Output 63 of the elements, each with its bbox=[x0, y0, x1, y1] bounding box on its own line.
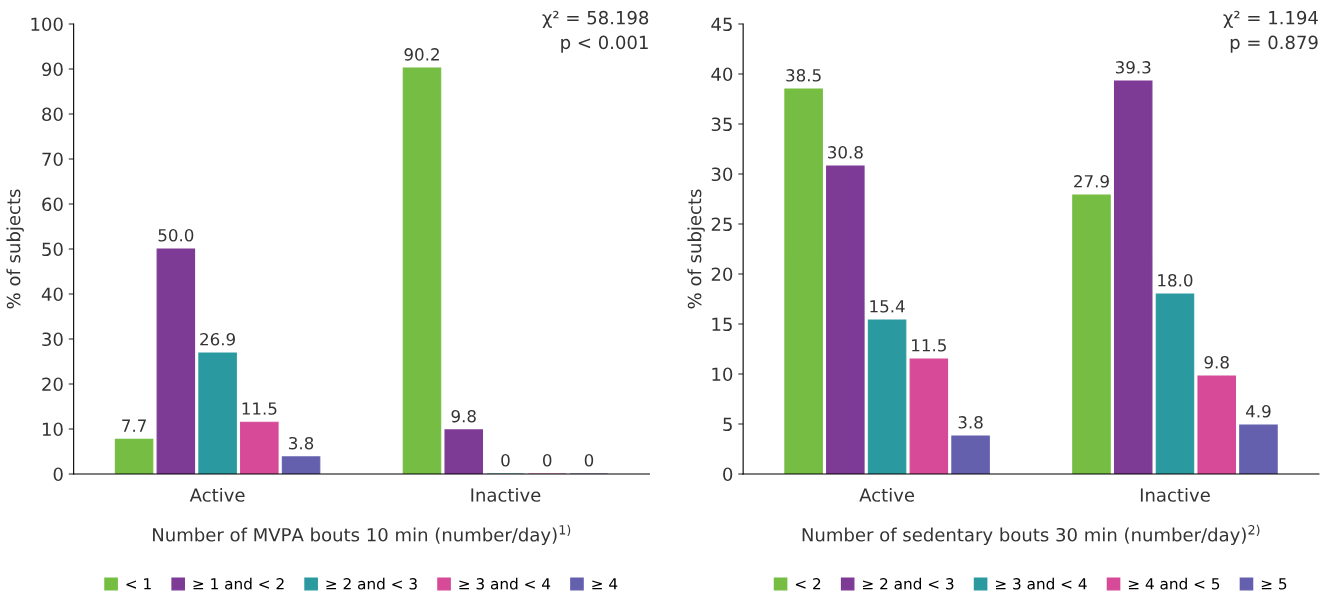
annotation: p = 0.879 bbox=[1230, 35, 1318, 53]
x-tick-label: Inactive bbox=[1140, 487, 1210, 502]
data-label: 18.0 bbox=[1158, 274, 1193, 287]
annotation: p < 0.001 bbox=[561, 35, 648, 53]
data-label: 0 bbox=[543, 454, 552, 467]
y-tick-label: 25 bbox=[711, 217, 732, 232]
legend-label: ≥ 4 bbox=[592, 578, 618, 590]
data-label: 9.8 bbox=[451, 409, 476, 423]
x-tick-label: Inactive bbox=[471, 487, 541, 502]
y-tick-label: 50 bbox=[42, 242, 63, 257]
data-label: 27.9 bbox=[1074, 175, 1109, 188]
legend-label: ≥ 4 and < 5 bbox=[1128, 577, 1220, 590]
data-label: 11.5 bbox=[912, 339, 946, 352]
y-tick-label: 15 bbox=[712, 317, 732, 332]
data-label: 7.7 bbox=[122, 419, 146, 432]
x-tick-label: Active bbox=[189, 487, 245, 502]
y-tick-label: 60 bbox=[42, 197, 63, 212]
y-tick-label: 30 bbox=[711, 167, 733, 182]
data-label: 38.5 bbox=[786, 69, 821, 82]
legend-label: < 1 bbox=[126, 578, 151, 590]
data-label: 4.9 bbox=[1246, 405, 1271, 418]
data-label: 30.8 bbox=[828, 146, 863, 159]
data-label: 3.8 bbox=[958, 416, 983, 429]
y-tick-label: 20 bbox=[42, 377, 63, 392]
y-tick-label: 35 bbox=[711, 117, 732, 132]
x-axis-title: Number of sedentary bouts 30 min (number/day)$^{2)}$ bbox=[802, 524, 1260, 546]
data-label: 3.8 bbox=[289, 436, 314, 450]
y-tick-label: 10 bbox=[42, 422, 63, 437]
data-label: 0 bbox=[584, 454, 594, 467]
y-tick-label: 40 bbox=[711, 67, 733, 82]
y-tick-label: 90 bbox=[42, 62, 63, 77]
y-tick-label: 45 bbox=[711, 17, 732, 32]
y-tick-label: 0 bbox=[53, 467, 63, 482]
data-label: 90.2 bbox=[404, 48, 439, 61]
legend-label: ≥ 2 and < 3 bbox=[863, 577, 954, 590]
legend-label: < 2 bbox=[795, 578, 821, 590]
y-tick-label: 10 bbox=[712, 367, 733, 382]
data-label: 0 bbox=[501, 454, 510, 467]
legend-label: ≥ 3 and < 4 bbox=[995, 577, 1087, 590]
legend-label: ≥ 5 bbox=[1261, 578, 1287, 590]
annotation: χ² = 58.198 bbox=[542, 10, 649, 28]
y-tick-label: 70 bbox=[42, 152, 63, 167]
y-axis-title: % of subjects bbox=[687, 189, 705, 309]
annotation: χ² = 1.194 bbox=[1223, 10, 1318, 28]
y-tick-label: 0 bbox=[723, 467, 733, 482]
data-label: 11.5 bbox=[242, 402, 277, 415]
data-label: 50.0 bbox=[158, 229, 194, 242]
legend-label: ≥ 3 and < 4 bbox=[459, 577, 551, 590]
y-axis-title: % of subjects bbox=[6, 189, 24, 309]
legend-label: ≥ 2 and < 3 bbox=[326, 577, 417, 590]
y-tick-label: 20 bbox=[711, 267, 733, 282]
x-tick-label: Active bbox=[859, 487, 915, 502]
y-tick-label: 30 bbox=[42, 332, 63, 347]
x-axis-title: Number of MVPA bouts 10 min (number/day)$^{1)}$ bbox=[153, 524, 571, 546]
y-tick-label: 80 bbox=[42, 107, 63, 122]
data-label: 26.9 bbox=[200, 332, 235, 346]
data-label: 15.4 bbox=[870, 300, 905, 313]
data-label: 9.8 bbox=[1204, 356, 1229, 369]
legend-label: ≥ 1 and < 2 bbox=[193, 577, 284, 590]
y-tick-label: 40 bbox=[41, 287, 63, 302]
y-tick-label: 100 bbox=[31, 17, 63, 32]
data-label: 39.3 bbox=[1115, 61, 1151, 74]
y-tick-label: 5 bbox=[723, 417, 732, 432]
